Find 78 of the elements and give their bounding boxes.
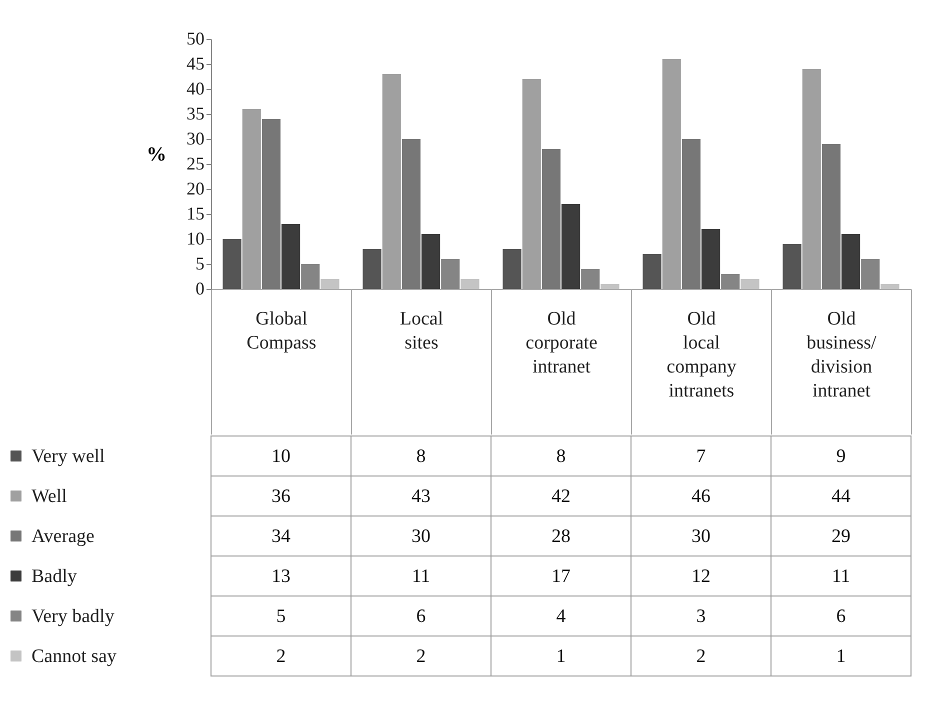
y-tick-label: 40 [186,78,204,98]
x-tick-label: Old business/ division intranet [806,308,878,402]
y-tick-label: 35 [186,104,204,124]
data-label: 2 [696,646,706,667]
data-label: 5 [276,606,286,627]
x-tick-label: Global Compass [246,308,316,354]
x-tick-label: Old local company intranets [666,308,737,402]
bar [682,139,701,289]
data-label: 1 [556,646,566,667]
y-tick-label: 50 [186,28,204,48]
data-label: 34 [272,526,291,547]
data-label: 12 [692,566,710,587]
bar [301,264,320,289]
bar [880,284,900,289]
bar [460,279,480,289]
x-tick-label: Old corporate intranet [526,308,598,378]
data-label: 8 [416,446,426,467]
data-label: 17 [552,566,570,587]
bar [262,119,281,289]
data-label: 46 [692,486,710,507]
bar [822,144,841,289]
y-tick-label: 45 [186,54,204,74]
y-tick-label: 0 [196,278,204,298]
legend-label: Average [32,526,94,547]
data-label: 2 [416,646,426,667]
data-label: 13 [272,566,290,587]
bar [861,259,880,289]
data-label: 30 [692,526,710,547]
bar [502,249,522,289]
data-label: 7 [696,446,706,467]
bar [721,274,740,289]
data-label: 44 [832,486,851,507]
bar [222,239,242,289]
data-label: 42 [552,486,570,507]
bar [701,229,720,289]
bar [402,139,421,289]
data-label: 10 [272,446,290,467]
y-tick-label: 25 [186,154,204,174]
data-label: 30 [412,526,430,547]
bar [441,259,460,289]
y-tick-label: 20 [186,178,204,198]
x-tick-label: Local sites [400,308,444,354]
bar [561,204,580,289]
bar [421,234,440,289]
y-tick-label: 30 [186,128,204,148]
bar [320,279,340,289]
bar [841,234,860,289]
data-label: 2 [276,646,286,667]
data-label: 6 [836,606,846,627]
data-label: 36 [272,486,290,507]
y-tick-label: 10 [186,228,204,248]
legend-label: Very badly [32,606,115,627]
data-label: 4 [556,606,566,627]
legend-label: Very well [32,446,105,467]
bar [600,284,620,289]
data-label: 29 [832,526,850,547]
bar [740,279,760,289]
data-label: 9 [836,446,846,467]
bar [642,254,662,289]
y-tick-label: 15 [186,204,204,224]
data-label: 6 [416,606,426,627]
data-label: 28 [552,526,570,547]
bar [281,224,300,289]
data-label: 1 [836,646,846,667]
legend-label: Cannot say [32,646,117,667]
data-label: 3 [696,606,706,627]
bar [581,269,600,289]
y-tick-label: 5 [196,254,204,274]
bar [362,249,382,289]
data-label: 11 [832,566,850,587]
data-label: 43 [412,486,430,507]
legend-label: Well [32,486,67,507]
data-label: 8 [556,446,566,467]
legend-label: Badly [32,566,78,587]
bar [782,244,802,289]
bar [542,149,561,289]
data-label: 11 [412,566,430,587]
y-axis-title: % [146,144,166,166]
